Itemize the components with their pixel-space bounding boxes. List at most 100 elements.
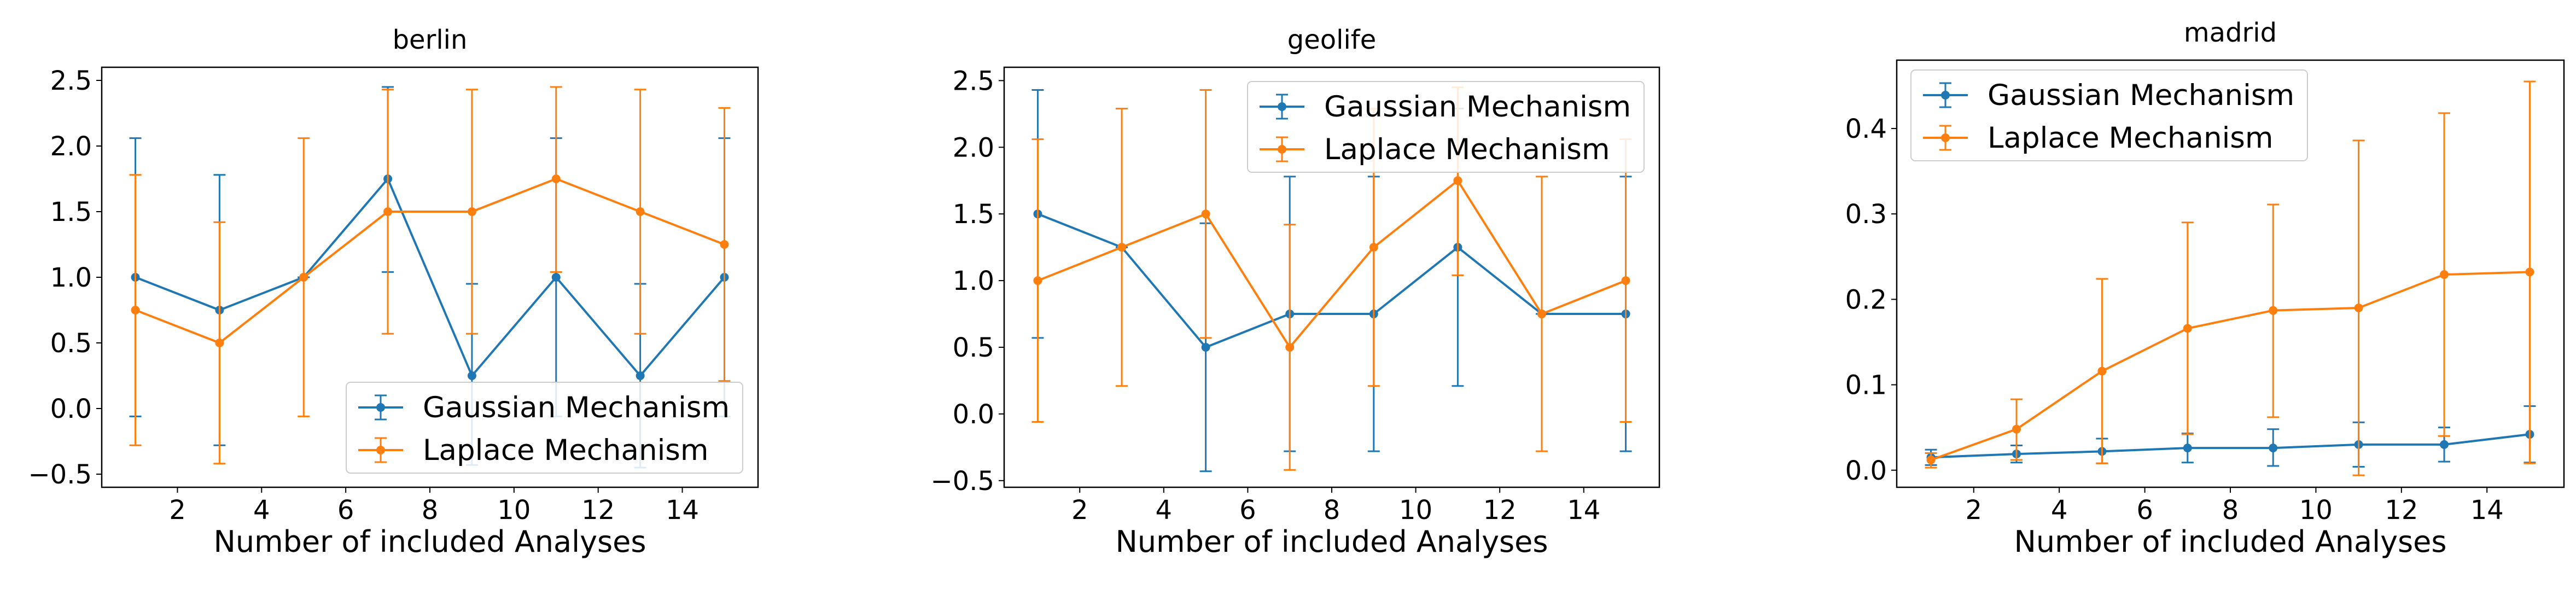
legend-label: Gaussian Mechanism xyxy=(1324,90,1631,124)
x-tick-label: 10 xyxy=(1399,495,1432,526)
y-tick-label: 0.3 xyxy=(1845,199,1887,230)
x-tick-label: 10 xyxy=(497,495,531,526)
x-tick-label: 4 xyxy=(1156,495,1173,526)
legend: Gaussian Mechanism Laplace Mechanism xyxy=(1910,69,2308,161)
x-tick-label: 8 xyxy=(1324,495,1341,526)
data-point xyxy=(299,273,308,282)
x-tick-label: 4 xyxy=(2051,495,2068,526)
plot-frame xyxy=(1896,59,2565,488)
series-laplace xyxy=(1925,80,2536,476)
x-axis-label: Number of included Analyses xyxy=(1115,524,1548,559)
x-tick-label: 14 xyxy=(666,495,699,526)
data-point xyxy=(1201,343,1210,352)
y-tick-label: 0.1 xyxy=(1845,370,1887,401)
legend-label: Laplace Mechanism xyxy=(1988,121,2274,155)
data-point xyxy=(636,371,645,380)
data-point xyxy=(1369,243,1378,252)
legend-marker xyxy=(1278,145,1286,154)
y-tick-label: 1.5 xyxy=(953,199,994,230)
data-point xyxy=(1621,276,1630,285)
data-point xyxy=(2440,270,2449,279)
series-line xyxy=(1930,271,2530,461)
plot-frame xyxy=(1003,66,1660,488)
y-tick-label: 0.4 xyxy=(1845,114,1887,144)
legend-label: Laplace Mechanism xyxy=(1324,133,1610,166)
y-tick-label: 0.5 xyxy=(50,328,92,359)
x-tick-label: 12 xyxy=(2385,495,2418,526)
x-tick-label: 2 xyxy=(1071,495,1088,526)
x-tick-label: 12 xyxy=(1483,495,1517,526)
series-line xyxy=(1037,213,1626,349)
series-line xyxy=(1931,433,2530,459)
data-point xyxy=(1453,176,1462,185)
y-tick-label: 2.0 xyxy=(50,131,92,162)
data-point xyxy=(2525,267,2534,277)
legend-box xyxy=(1910,69,2308,161)
y-tick-label: 0.0 xyxy=(1845,456,1887,486)
x-tick-label: 8 xyxy=(422,495,439,526)
data-point xyxy=(1033,276,1042,285)
legend: Gaussian Mechanism Laplace Mechanism xyxy=(1247,81,1645,173)
series-line xyxy=(135,177,725,378)
data-point xyxy=(551,273,561,282)
chart-title: madrid xyxy=(2184,18,2277,48)
y-tick-label: 0.5 xyxy=(953,333,994,363)
y-tick-label: 0.0 xyxy=(953,399,994,430)
data-point xyxy=(1926,456,1936,465)
x-axis-label: Number of included Analyses xyxy=(2014,524,2446,559)
legend-box xyxy=(346,382,743,474)
x-tick-label: 6 xyxy=(1239,495,1256,526)
x-tick-label: 6 xyxy=(337,495,354,526)
data-point xyxy=(131,306,140,314)
plot-frame xyxy=(101,66,759,488)
chart-title: geolife xyxy=(1287,25,1376,55)
chart-title: berlin xyxy=(393,25,468,55)
data-point xyxy=(1537,310,1546,319)
x-tick-label: 12 xyxy=(581,495,615,526)
data-point xyxy=(2269,306,2278,315)
legend-label: Gaussian Mechanism xyxy=(1988,79,2294,112)
y-tick-label: 0.2 xyxy=(1845,284,1887,315)
y-tick-label: 1.0 xyxy=(953,266,994,296)
legend-marker xyxy=(376,403,385,412)
x-tick-label: 14 xyxy=(2470,495,2504,526)
data-point xyxy=(467,371,476,380)
x-tick-label: 4 xyxy=(253,495,270,526)
y-tick-label: 2.5 xyxy=(50,66,92,96)
legend-box xyxy=(1247,81,1645,173)
x-tick-label: 2 xyxy=(169,495,186,526)
data-point xyxy=(2097,366,2107,376)
x-tick-label: 10 xyxy=(2299,495,2333,526)
chart-panel-berlin: berlin 2 4 6 8 10 12 14 −0.5 0.0 0.5 1.0 1.5 2.0 2.5 Nu… xyxy=(28,25,759,559)
data-point xyxy=(2183,444,2192,453)
chart-panel-geolife: geolife 2 4 6 8 10 12 14 −0.5 0.0 0.5 1.0 1.5 2.0 2.5 N… xyxy=(930,25,1660,559)
data-point xyxy=(2354,303,2363,312)
y-tick-label: 0.0 xyxy=(50,394,92,424)
x-tick-label: 6 xyxy=(2136,495,2153,526)
chart-panel-madrid: madrid 2 4 6 8 10 12 14 0.0 0.1 0.2 0.3 0.4 Number of… xyxy=(1845,18,2565,559)
legend-marker xyxy=(1941,91,1950,100)
legend: Gaussian Mechanism Laplace Mechanism xyxy=(346,382,743,474)
legend-label: Laplace Mechanism xyxy=(423,434,709,467)
legend-marker xyxy=(1278,102,1286,111)
data-point xyxy=(2183,324,2192,333)
y-tick-label: 1.0 xyxy=(50,263,92,293)
legend-marker xyxy=(1941,133,1950,142)
data-point xyxy=(467,207,476,216)
x-axis-label: Number of included Analyses xyxy=(213,524,646,559)
data-point xyxy=(383,207,393,216)
data-point xyxy=(215,339,224,347)
y-tick-label: 1.5 xyxy=(50,197,92,228)
data-point xyxy=(720,240,729,249)
data-point xyxy=(2440,440,2449,449)
data-point xyxy=(2012,424,2021,434)
data-point xyxy=(636,207,645,216)
data-point xyxy=(1117,243,1127,252)
x-tick-label: 2 xyxy=(1965,495,1982,526)
series-laplace xyxy=(129,86,731,465)
series-line xyxy=(1037,179,1627,349)
data-point xyxy=(1201,209,1210,219)
y-tick-label: 2.5 xyxy=(953,66,994,96)
x-tick-label: 8 xyxy=(2222,495,2239,526)
